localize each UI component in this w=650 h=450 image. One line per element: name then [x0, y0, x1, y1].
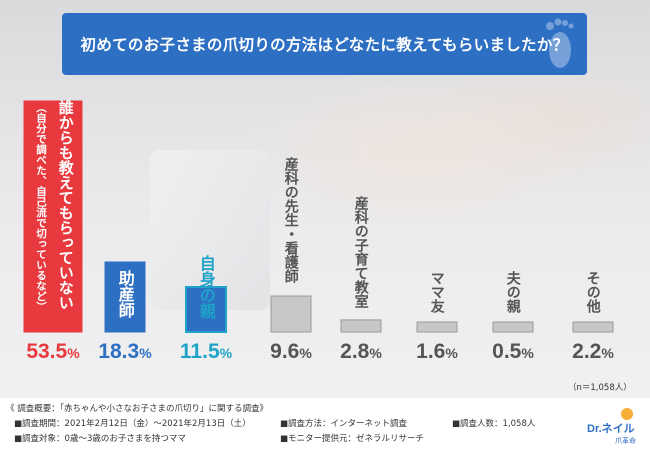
- value-label-4: 2.8%: [340, 340, 382, 363]
- value-label-2: 11.5%: [179, 340, 233, 363]
- category-label-2: 自身の親: [196, 255, 216, 319]
- survey-provider: ■モニター提供元：ゼネラルリサーチ: [280, 434, 425, 444]
- footprint-icon: [546, 18, 574, 68]
- survey-footer: 《 調査概要：「赤ちゃんや小さなお子さまの爪切り」に関する調査》 ■調査期間：2…: [0, 398, 650, 450]
- value-label-5: 1.6%: [416, 340, 458, 363]
- survey-overview: 《 調査概要：「赤ちゃんや小さなお子さまの爪切り」に関する調査》: [6, 404, 268, 414]
- bar-1: [104, 261, 146, 333]
- category-label-1: 助産師: [115, 270, 135, 318]
- nail-clipper-illustration: [150, 150, 270, 310]
- value-label-0: 53.5%: [26, 340, 80, 363]
- bar-chart: [23, 100, 614, 333]
- bar-6: [492, 321, 534, 333]
- bar-2: [185, 286, 227, 333]
- survey-target: ■調査対象：0歳〜3歳のお子さまを持つママ: [14, 434, 186, 444]
- value-label-7: 2.2%: [572, 340, 614, 363]
- category-label-4: 産科の子育て教室: [352, 196, 369, 308]
- category-label-3: 産科の先生・看護師: [282, 157, 299, 283]
- value-label-6: 0.5%: [492, 340, 534, 363]
- dr-nail-logo: Dr.ネイル 爪革命: [587, 408, 636, 445]
- chart-title: 初めてのお子さまの爪切りの方法はどなたに教えてもらいましたか？: [80, 36, 569, 54]
- survey-method: ■調査方法：インターネット調査: [280, 419, 408, 429]
- bar-7: [572, 321, 614, 333]
- bar-5: [416, 321, 458, 333]
- survey-period: ■調査期間：2021年2月12日（金）〜2021年2月13日（土）: [14, 419, 251, 429]
- bar-4: [340, 319, 382, 333]
- logo-text: Dr.ネイル: [587, 422, 635, 435]
- survey-count: ■調査人数：1,058人: [452, 419, 536, 429]
- logo-subtext: 爪革命: [615, 436, 636, 445]
- category-sublabel-0: （自分で調べた、自己流で切っているなど）: [35, 102, 48, 312]
- sample-size-note: （n＝1,058人）: [568, 383, 632, 393]
- category-label-0: 誰からも教えてもらっていない: [56, 100, 75, 310]
- value-label-3: 9.6%: [270, 340, 312, 363]
- value-label-1: 18.3%: [98, 340, 152, 363]
- bar-0: [23, 100, 83, 333]
- category-label-7: その他: [584, 271, 601, 313]
- category-label-6: 夫の親: [504, 271, 521, 313]
- question-title-box: 初めてのお子さまの爪切りの方法はどなたに教えてもらいましたか？: [62, 13, 587, 75]
- category-label-5: ママ友: [428, 271, 445, 313]
- bar-3: [270, 295, 312, 333]
